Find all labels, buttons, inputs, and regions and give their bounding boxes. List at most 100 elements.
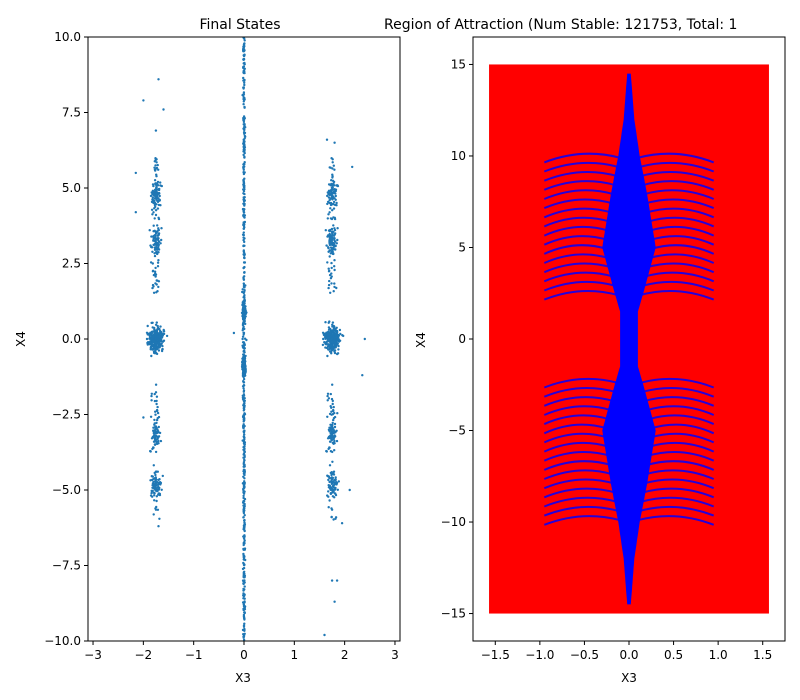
chart-1-point	[332, 470, 336, 473]
chart-1-point	[332, 418, 335, 422]
chart-1-point	[326, 475, 330, 478]
chart-1-point	[331, 188, 335, 191]
chart-2-x-ticks: −1.5 −1.0 −0.5 0.0 0.5 1.0 1.5	[481, 641, 772, 662]
chart-1-point	[154, 508, 158, 511]
chart-1-point	[158, 194, 161, 198]
chart-1-point	[243, 299, 246, 302]
chart-2-stable-arm	[543, 515, 621, 526]
chart-1-x-tick-label: −2	[135, 648, 153, 662]
chart-2-stable-arm	[643, 189, 715, 200]
chart-1-point	[330, 344, 333, 347]
chart-2-y-tick-label: 0	[458, 332, 466, 346]
chart-1-point	[332, 180, 336, 184]
chart-2-stable-arm	[543, 180, 617, 191]
chart-1-point	[154, 484, 157, 488]
chart-1-point	[243, 137, 246, 140]
chart-1-point	[145, 331, 149, 334]
chart-2-stable-point	[627, 463, 631, 466]
chart-2-stable-arm	[644, 198, 715, 210]
chart-1-point	[242, 494, 245, 498]
chart-1-point	[242, 499, 245, 503]
chart-1-point	[241, 579, 245, 582]
chart-1-point	[327, 196, 331, 199]
chart-1-point	[330, 340, 334, 343]
chart-1-point	[160, 349, 164, 353]
chart-1-point	[142, 99, 145, 102]
chart-2-stable-point	[627, 251, 631, 255]
chart-2-stable-arm	[543, 487, 617, 499]
chart-1-point	[327, 490, 330, 493]
chart-1-point	[335, 335, 338, 339]
chart-1-point	[243, 585, 246, 588]
chart-2-y-tick-label: −15	[441, 607, 466, 621]
chart-1-point	[242, 266, 245, 270]
chart-1-y-tick-label: −5.0	[52, 483, 81, 497]
chart-1-point	[243, 443, 246, 446]
chart-2-stable-arm	[543, 505, 619, 517]
chart-1-point	[241, 344, 244, 347]
chart-2-stable-arm	[543, 244, 609, 255]
chart-1-point	[337, 344, 340, 348]
chart-1-point	[151, 495, 154, 498]
chart-1-point	[328, 279, 331, 283]
chart-2-stable-point	[627, 291, 631, 295]
chart-2-stable-arm	[543, 441, 610, 453]
chart-2-stable-point	[627, 533, 631, 537]
chart-1-point	[326, 339, 330, 343]
chart-1-y-tick-label: 0.0	[62, 332, 81, 346]
chart-1-point	[242, 236, 245, 239]
chart-1-point	[154, 343, 158, 346]
chart-1-point	[153, 179, 157, 182]
chart-2-stable-point	[627, 352, 631, 355]
chart-1-point	[146, 324, 149, 328]
chart-2-stable-point	[627, 372, 631, 376]
chart-1-point	[331, 158, 334, 161]
chart-1-point	[153, 399, 157, 403]
chart-1-point	[161, 340, 164, 343]
chart-2-stable-point	[627, 332, 631, 335]
chart-1-point	[150, 399, 153, 402]
chart-1-point	[330, 413, 333, 416]
chart-1-point	[335, 286, 338, 290]
chart-1-point	[242, 525, 246, 529]
chart-1-point	[153, 443, 157, 446]
chart-1-point	[155, 495, 158, 498]
chart-1-point	[327, 397, 331, 400]
chart-1-point	[328, 230, 331, 233]
chart-1-point	[151, 262, 154, 265]
chart-1-point	[242, 561, 245, 565]
chart-2-stable-arm	[543, 235, 609, 246]
chart-1-x-ticks: −3 −2 −1 0 1 2 3	[84, 641, 399, 662]
chart-1-point	[332, 335, 335, 338]
chart-2-stable-point	[627, 161, 631, 164]
chart-1-point	[156, 411, 160, 415]
chart-1-point	[243, 563, 246, 566]
chart-1-point	[242, 251, 246, 254]
chart-2-stable-point	[627, 342, 631, 345]
chart-1-point	[336, 238, 339, 242]
chart-1-point	[160, 238, 163, 242]
chart-1-point	[243, 117, 246, 120]
chart-2-stable-point	[627, 473, 631, 476]
chart-1-point	[243, 611, 246, 615]
chart-1-point	[155, 166, 159, 170]
chart-1-x-tick-label: 2	[341, 648, 349, 662]
chart-1-point	[243, 459, 246, 462]
chart-1-point	[242, 308, 246, 312]
chart-1-point	[329, 242, 333, 246]
chart-1-point	[321, 331, 325, 334]
chart-1-point	[335, 579, 339, 582]
chart-1-point	[153, 254, 157, 258]
chart-2-stable-arm	[637, 152, 715, 164]
chart-1-point	[152, 464, 155, 467]
chart-1-point	[331, 435, 334, 438]
chart-1-point	[331, 495, 335, 498]
chart-1-point	[328, 239, 331, 242]
chart-2-stable-point	[627, 312, 631, 315]
chart-1-point	[155, 279, 158, 282]
chart-1-point	[327, 495, 330, 498]
chart-1-point	[155, 237, 158, 241]
chart-1-point	[242, 123, 245, 126]
chart-1-point	[330, 482, 334, 486]
chart-1-point	[243, 539, 246, 542]
